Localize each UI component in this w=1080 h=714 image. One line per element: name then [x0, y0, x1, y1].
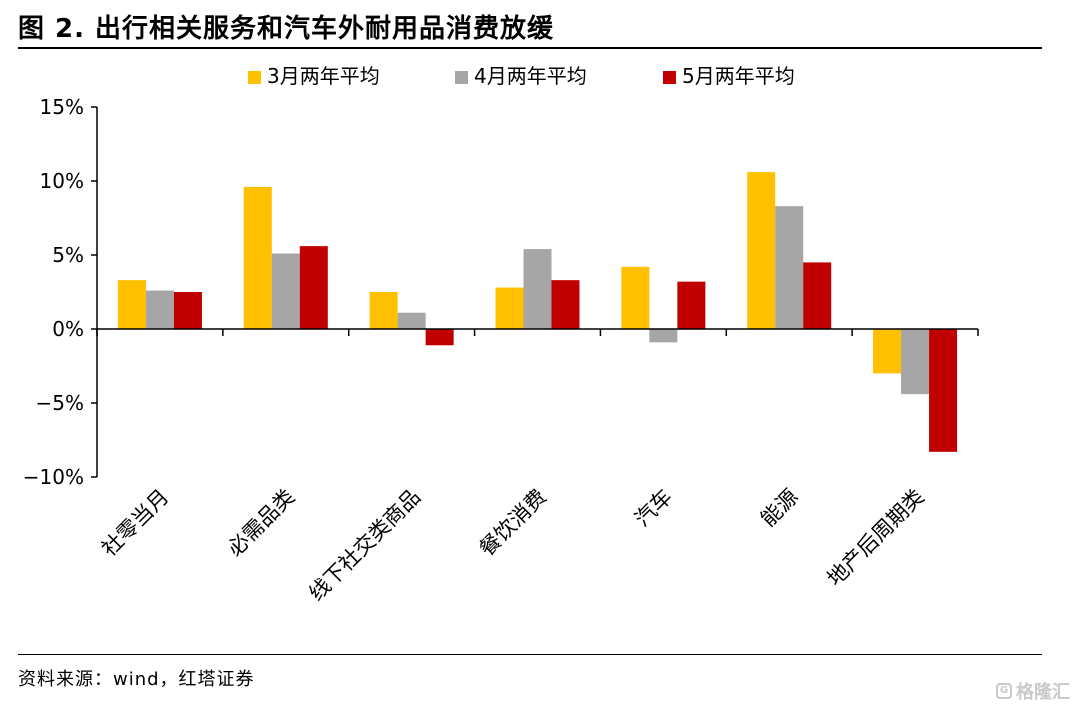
bar-s1-c6 [747, 172, 776, 329]
bar-s3-c7 [929, 329, 958, 452]
chart-legend: 3月两年平均 4月两年平均 5月两年平均 [248, 64, 795, 88]
x-category-label: 必需品类 [223, 485, 299, 561]
bar-s3-c5 [677, 281, 706, 329]
bar-s1-c1 [117, 280, 146, 329]
chart-header: 图 2. 出行相关服务和汽车外耐用品消费放缓 [18, 8, 554, 44]
y-tick-label: −5% [36, 391, 85, 415]
bar-s1-c4 [495, 287, 524, 329]
x-category-label: 餐饮消费 [475, 485, 551, 561]
watermark: G 格隆汇 [996, 678, 1070, 704]
y-axis: −10% −5% 0% 5% 10% 15% [23, 95, 98, 489]
bar-s2-c7 [901, 329, 930, 395]
x-category-label: 线下社交类商品 [304, 485, 425, 606]
bar-s2-c5 [649, 329, 678, 343]
x-axis: 社零当月 必需品类 线下社交类商品 餐饮消费 汽车 能源 地产后周期类 [96, 328, 979, 606]
legend-swatch-3 [663, 71, 676, 84]
legend-label-2: 4月两年平均 [474, 64, 587, 88]
bar-s3-c1 [173, 292, 202, 329]
y-tick-label: 0% [52, 317, 84, 341]
y-tick-label: −10% [23, 465, 84, 489]
chart-container: 3月两年平均 4月两年平均 5月两年平均 −10% −5% 0% 5% 10% 15% 社零当… [0, 48, 1080, 654]
x-category-label: 地产后周期类 [823, 485, 929, 591]
bar-s1-c5 [621, 266, 650, 329]
source-note: 资料来源：wind，红塔证券 [18, 669, 255, 690]
figure-label: 图 2. [18, 13, 86, 44]
bar-s3-c3 [425, 329, 454, 346]
chart-title: 出行相关服务和汽车外耐用品消费放缓 [95, 13, 555, 44]
bar-s1-c7 [873, 329, 902, 374]
legend-label-1: 3月两年平均 [267, 64, 380, 88]
bar-s1-c2 [243, 186, 272, 329]
bar-s2-c4 [523, 249, 552, 329]
bar-s2-c1 [145, 290, 174, 329]
watermark-logo-icon: G [996, 683, 1012, 699]
y-tick-label: 15% [40, 95, 84, 119]
bar-s2-c2 [271, 253, 300, 329]
bar-s3-c6 [803, 262, 832, 329]
bar-chart: 3月两年平均 4月两年平均 5月两年平均 −10% −5% 0% 5% 10% 15% 社零当… [23, 64, 979, 606]
bottom-rule [18, 654, 1042, 655]
bar-s3-c4 [551, 280, 580, 329]
legend-label-3: 5月两年平均 [682, 64, 795, 88]
y-tick-label: 5% [52, 243, 84, 267]
bar-s3-c2 [299, 246, 328, 329]
y-tick-label: 10% [40, 169, 84, 193]
top-rule [18, 47, 1042, 49]
bar-s1-c3 [369, 292, 398, 329]
x-category-label: 汽车 [630, 485, 677, 532]
legend-swatch-2 [455, 71, 468, 84]
bar-s2-c3 [397, 312, 426, 329]
bar-s2-c6 [775, 206, 804, 329]
x-category-label: 能源 [756, 485, 803, 532]
bars-group [117, 172, 958, 452]
watermark-text: 格隆汇 [1016, 682, 1070, 703]
legend-swatch-1 [248, 71, 261, 84]
x-category-label: 社零当月 [97, 485, 173, 561]
